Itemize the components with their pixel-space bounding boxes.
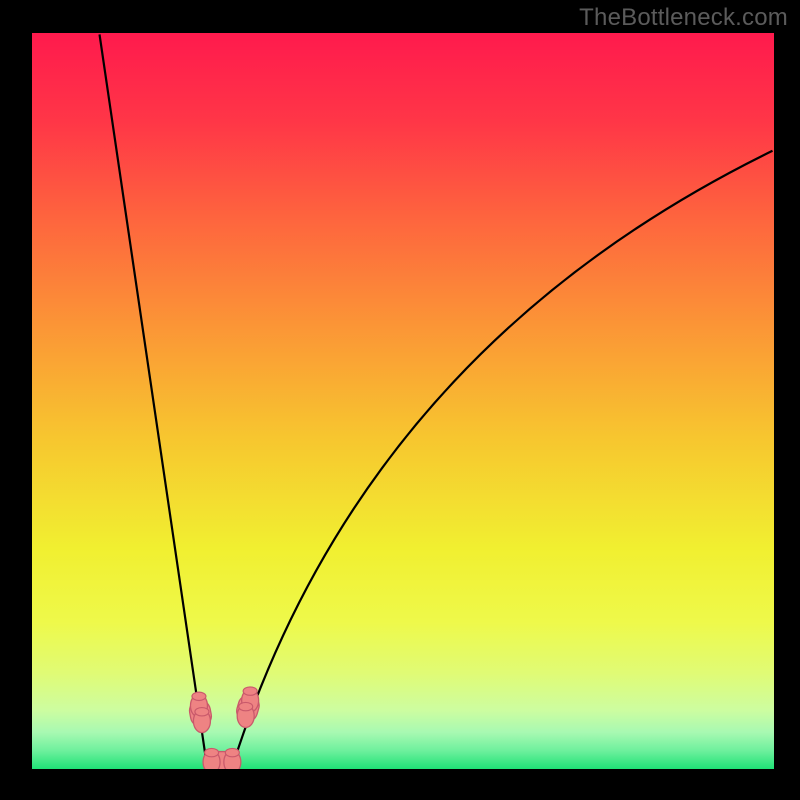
marker-cap-2-b [225,748,239,756]
chart-svg [0,0,800,800]
marker-cap-2-a [205,748,219,756]
gradient-background [32,33,774,769]
marker-cap-1-a [243,687,257,695]
marker-cap-1-b [239,702,253,710]
marker-cap-0-a [192,692,206,700]
figure-container: TheBottleneck.com [0,0,800,800]
watermark-text: TheBottleneck.com [579,4,788,32]
marker-cap-0-b [195,708,209,716]
